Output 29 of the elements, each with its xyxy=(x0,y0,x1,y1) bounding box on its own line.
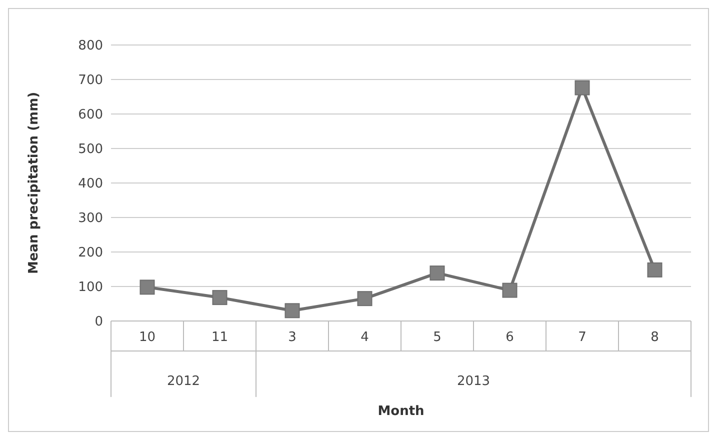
y-tick-label: 500 xyxy=(78,142,103,158)
text: 2012 xyxy=(166,374,200,389)
x-tick-label: 7 xyxy=(578,330,586,345)
x-tick-label: 4 xyxy=(360,330,369,345)
y-tick-label: 800 xyxy=(78,38,103,54)
y-tick-label: 0 xyxy=(94,314,103,330)
point xyxy=(140,280,155,295)
y-tick-label: 700 xyxy=(78,73,103,88)
point xyxy=(357,291,372,306)
y-tick-label: 400 xyxy=(78,176,103,192)
x-axis-title: Month xyxy=(378,404,424,419)
x-tick-label: 10 xyxy=(138,330,156,345)
y-tick-label: 300 xyxy=(78,211,103,226)
point xyxy=(647,262,662,278)
x-tick-label: 5 xyxy=(433,330,442,345)
x-tick-label: 8 xyxy=(650,330,659,345)
y-tick-label: 200 xyxy=(78,246,103,261)
point xyxy=(430,266,445,281)
y-tick-label: 100 xyxy=(78,280,103,296)
y-axis-title: Mean precipitation (mm) xyxy=(26,92,42,274)
point xyxy=(574,80,590,96)
x-tick-label: 11 xyxy=(211,330,228,345)
text: 2013 xyxy=(456,374,490,389)
y-tick-label: 600 xyxy=(78,108,103,123)
x-tick-label: 6 xyxy=(506,330,514,345)
point xyxy=(284,303,300,318)
point xyxy=(212,290,228,306)
x-tick-label: 3 xyxy=(288,330,296,345)
point xyxy=(502,282,518,298)
